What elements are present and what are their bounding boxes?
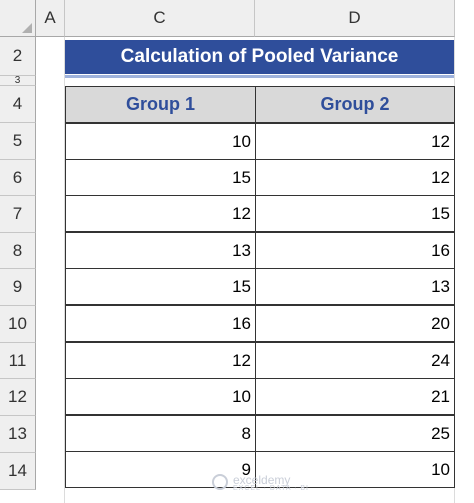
header-group-1[interactable]: Group 1 [65,86,256,123]
watermark: exceldemy EXCEL · DATA · BI [212,471,332,493]
row-header-11[interactable]: 11 [0,343,36,379]
cell-d12[interactable]: 21 [255,378,455,415]
select-all-triangle-icon [22,23,32,33]
row-header-9[interactable]: 9 [0,269,36,306]
cell-d11[interactable]: 24 [255,342,455,379]
row-header-3[interactable]: 3 [0,76,36,86]
gridline-col-c-left [64,37,65,503]
watermark-logo-icon [212,474,228,490]
cell-d6[interactable]: 12 [255,159,455,196]
cell-d13[interactable]: 25 [255,415,455,452]
cell-d7[interactable]: 15 [255,195,455,232]
row-header-2[interactable]: 2 [0,37,36,76]
cell-c8[interactable]: 13 [65,232,256,269]
cell-c7[interactable]: 12 [65,195,256,232]
watermark-name: exceldemy [233,472,291,487]
row-header-12[interactable]: 12 [0,379,36,416]
column-header-d[interactable]: D [255,0,455,37]
column-header-c[interactable]: C [65,0,255,37]
cell-c13[interactable]: 8 [65,415,256,452]
row-header-14[interactable]: 14 [0,453,36,490]
row-header-4[interactable]: 4 [0,86,36,123]
select-all-corner[interactable] [0,0,36,37]
cell-d10[interactable]: 20 [255,305,455,342]
cell-c6[interactable]: 15 [65,159,256,196]
column-header-a[interactable]: A [36,0,65,37]
cell-d9[interactable]: 13 [255,268,455,305]
cell-d5[interactable]: 12 [255,123,455,160]
cell-c5[interactable]: 10 [65,123,256,160]
table-title[interactable]: Calculation of Pooled Variance [65,40,454,74]
row-header-6[interactable]: 6 [0,160,36,196]
row-header-7[interactable]: 7 [0,196,36,233]
cell-c9[interactable]: 15 [65,268,256,305]
watermark-text: exceldemy EXCEL · DATA · BI [233,473,309,492]
header-group-2[interactable]: Group 2 [255,86,455,123]
cell-d8[interactable]: 16 [255,232,455,269]
row-header-8[interactable]: 8 [0,233,36,269]
title-underline [65,75,454,78]
row-header-13[interactable]: 13 [0,416,36,453]
row-header-10[interactable]: 10 [0,306,36,343]
watermark-tagline: EXCEL · DATA · BI [233,484,309,492]
cell-c10[interactable]: 16 [65,305,256,342]
row-header-5[interactable]: 5 [0,123,36,160]
cell-d14[interactable]: 10 [255,451,455,488]
cell-c11[interactable]: 12 [65,342,256,379]
cell-c12[interactable]: 10 [65,378,256,415]
